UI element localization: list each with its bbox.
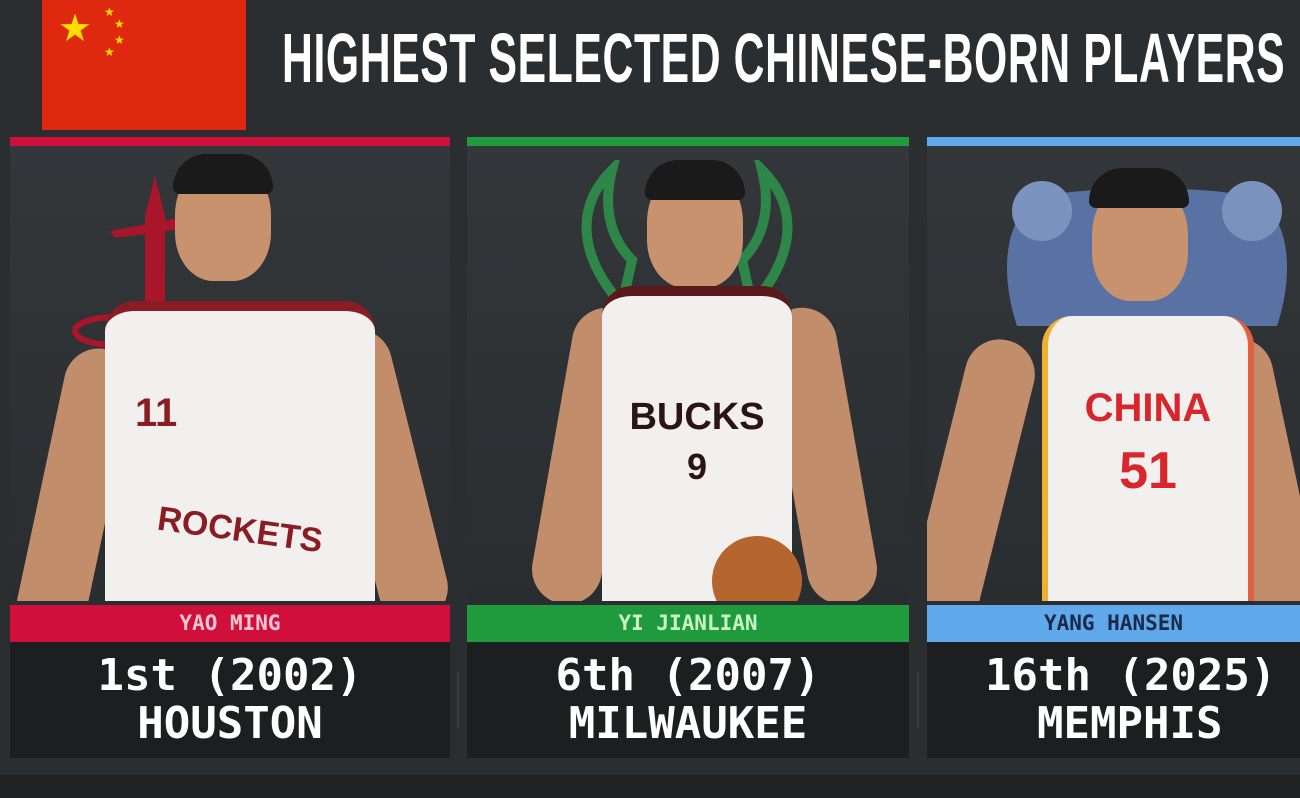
player-name: YAO MING <box>10 605 450 642</box>
page-title: HIGHEST SELECTED CHINESE-BORN PLAYERS <box>282 19 1286 97</box>
jersey-number: 9 <box>686 446 708 487</box>
player-name: YANG HANSEN <box>927 605 1300 642</box>
jersey-team: CHINA <box>1084 386 1212 430</box>
bucks-antlers-logo-icon <box>581 160 793 310</box>
player-card-yang-hansen: CHINA 51 YANG HANSEN 16th (2025) MEMPHIS <box>927 137 1300 759</box>
player-card-yao-ming: 11 ROCKETS YAO MING 1st (2002) HOUSTON <box>10 137 450 759</box>
basketball <box>712 536 802 601</box>
china-flag-icon: ★ ★ ★ ★ ★ <box>42 0 246 130</box>
player-photo: CHINA 51 <box>927 146 1300 601</box>
team-color-stripe <box>927 137 1300 146</box>
draft-team: MEMPHIS <box>1037 698 1223 749</box>
draft-pick: 16th (2025) <box>985 650 1277 701</box>
player-photo: BUCKS 9 <box>467 146 909 601</box>
divider <box>457 672 459 728</box>
jersey-team: ROCKETS <box>155 499 326 561</box>
team-color-stripe <box>467 137 909 146</box>
draft-pick: 6th (2007) <box>555 650 821 701</box>
draft-team: MILWAUKEE <box>568 698 808 749</box>
draft-info: 6th (2007) MILWAUKEE <box>467 642 909 758</box>
jersey-number: 51 <box>1119 442 1177 500</box>
player-card-yi-jianlian: BUCKS 9 YI JIANLIAN 6th (2007) MILWAUKEE <box>467 137 909 759</box>
jersey-number: 11 <box>135 391 178 435</box>
draft-info: 16th (2025) MEMPHIS <box>927 642 1300 758</box>
team-color-stripe <box>10 137 450 146</box>
divider <box>917 672 919 728</box>
player-name: YI JIANLIAN <box>467 605 909 642</box>
player-photo: 11 ROCKETS <box>10 146 450 601</box>
jersey-team: BUCKS <box>629 396 765 438</box>
draft-team: HOUSTON <box>137 698 323 749</box>
draft-pick: 1st (2002) <box>97 650 363 701</box>
draft-info: 1st (2002) HOUSTON <box>10 642 450 758</box>
